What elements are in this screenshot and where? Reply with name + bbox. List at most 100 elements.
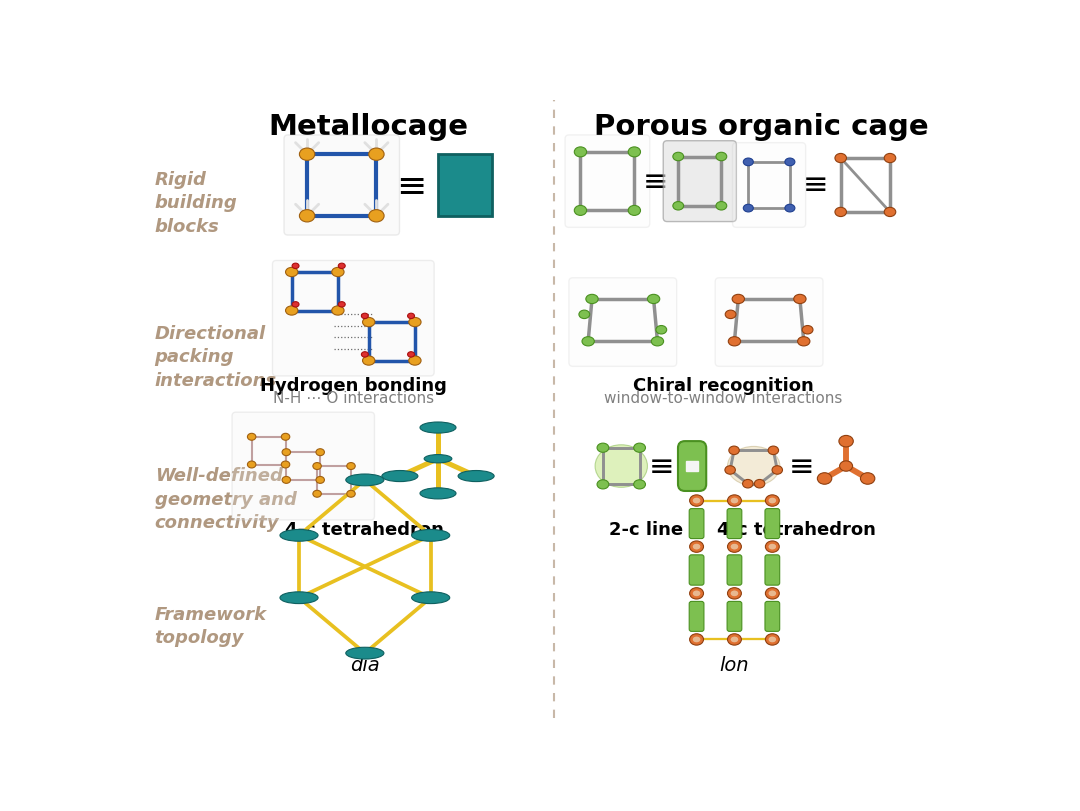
Ellipse shape xyxy=(347,463,355,470)
FancyBboxPatch shape xyxy=(727,602,742,632)
Ellipse shape xyxy=(362,352,368,358)
Ellipse shape xyxy=(299,149,314,161)
Ellipse shape xyxy=(802,326,813,335)
Ellipse shape xyxy=(281,434,289,440)
Ellipse shape xyxy=(772,466,783,474)
FancyBboxPatch shape xyxy=(232,413,375,521)
Text: Metallocage: Metallocage xyxy=(269,113,469,140)
Ellipse shape xyxy=(692,497,701,504)
Text: N-H ⋯ O interactions: N-H ⋯ O interactions xyxy=(273,390,434,406)
Ellipse shape xyxy=(885,208,895,217)
Ellipse shape xyxy=(332,307,345,315)
Ellipse shape xyxy=(730,497,739,504)
Ellipse shape xyxy=(725,466,735,474)
Ellipse shape xyxy=(754,480,765,488)
Text: lon: lon xyxy=(719,655,750,674)
Ellipse shape xyxy=(629,206,640,217)
Ellipse shape xyxy=(768,543,777,551)
Text: ≡: ≡ xyxy=(649,452,674,481)
Ellipse shape xyxy=(835,208,847,217)
Ellipse shape xyxy=(408,357,421,366)
Text: Porous organic cage: Porous organic cage xyxy=(594,113,929,140)
Ellipse shape xyxy=(411,530,449,542)
Ellipse shape xyxy=(281,461,289,469)
Ellipse shape xyxy=(692,636,701,643)
Text: 4-c tetrahedron: 4-c tetrahedron xyxy=(285,521,444,539)
Ellipse shape xyxy=(785,159,795,166)
Ellipse shape xyxy=(690,634,703,646)
Ellipse shape xyxy=(313,463,322,470)
Ellipse shape xyxy=(885,154,895,164)
FancyBboxPatch shape xyxy=(765,556,780,586)
Ellipse shape xyxy=(692,543,701,551)
Ellipse shape xyxy=(629,148,640,157)
Ellipse shape xyxy=(730,636,739,643)
Ellipse shape xyxy=(579,311,590,320)
Ellipse shape xyxy=(407,314,415,320)
FancyBboxPatch shape xyxy=(689,556,704,586)
Ellipse shape xyxy=(690,541,703,552)
Ellipse shape xyxy=(368,149,384,161)
Ellipse shape xyxy=(597,480,609,489)
Ellipse shape xyxy=(798,337,810,346)
Ellipse shape xyxy=(338,303,346,307)
Ellipse shape xyxy=(728,447,780,486)
Ellipse shape xyxy=(839,461,852,472)
Text: ≡: ≡ xyxy=(788,452,814,481)
Ellipse shape xyxy=(725,311,735,320)
Ellipse shape xyxy=(766,541,780,552)
Ellipse shape xyxy=(582,337,594,346)
FancyBboxPatch shape xyxy=(678,441,706,491)
Ellipse shape xyxy=(595,445,647,487)
FancyBboxPatch shape xyxy=(689,602,704,632)
FancyBboxPatch shape xyxy=(727,509,742,539)
Ellipse shape xyxy=(728,588,741,599)
Ellipse shape xyxy=(332,268,345,277)
Text: Framework
topology: Framework topology xyxy=(154,605,267,646)
Ellipse shape xyxy=(407,352,415,358)
Ellipse shape xyxy=(785,205,795,212)
Text: Directional
packing
interactions: Directional packing interactions xyxy=(154,324,276,389)
Ellipse shape xyxy=(743,205,754,212)
Ellipse shape xyxy=(716,202,727,211)
Ellipse shape xyxy=(424,455,451,463)
Ellipse shape xyxy=(766,634,780,646)
Ellipse shape xyxy=(282,477,291,484)
Text: Rigid
building
blocks: Rigid building blocks xyxy=(154,170,238,235)
FancyBboxPatch shape xyxy=(732,144,806,228)
Text: ≡: ≡ xyxy=(802,171,828,200)
Ellipse shape xyxy=(794,295,806,304)
FancyBboxPatch shape xyxy=(272,261,434,376)
Ellipse shape xyxy=(768,590,777,597)
Ellipse shape xyxy=(634,480,646,489)
Ellipse shape xyxy=(458,471,495,482)
Ellipse shape xyxy=(634,444,646,453)
Text: window-to-window interactions: window-to-window interactions xyxy=(604,390,842,406)
Ellipse shape xyxy=(728,541,741,552)
Ellipse shape xyxy=(338,264,346,269)
Ellipse shape xyxy=(346,474,383,486)
Ellipse shape xyxy=(420,488,456,500)
Ellipse shape xyxy=(766,588,780,599)
Ellipse shape xyxy=(743,159,754,166)
Text: 4-c tetrahedron: 4-c tetrahedron xyxy=(717,521,876,539)
Ellipse shape xyxy=(362,314,368,320)
FancyBboxPatch shape xyxy=(284,135,400,236)
Ellipse shape xyxy=(673,202,684,211)
Ellipse shape xyxy=(316,477,324,484)
Ellipse shape xyxy=(292,264,299,269)
Ellipse shape xyxy=(420,423,456,434)
Ellipse shape xyxy=(247,434,256,440)
Text: ≡: ≡ xyxy=(643,167,667,196)
FancyBboxPatch shape xyxy=(438,155,491,217)
Ellipse shape xyxy=(575,206,586,217)
Ellipse shape xyxy=(647,295,660,304)
Ellipse shape xyxy=(861,473,875,485)
Ellipse shape xyxy=(282,449,291,456)
Ellipse shape xyxy=(285,268,298,277)
Ellipse shape xyxy=(292,303,299,307)
Text: dia: dia xyxy=(350,655,380,674)
Ellipse shape xyxy=(730,543,739,551)
Ellipse shape xyxy=(768,636,777,643)
Ellipse shape xyxy=(347,491,355,498)
